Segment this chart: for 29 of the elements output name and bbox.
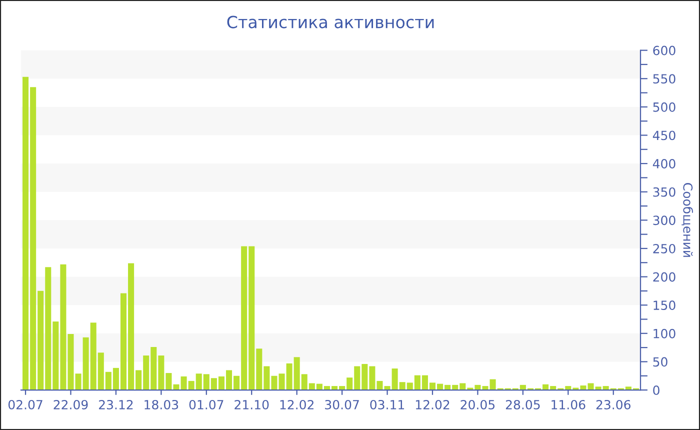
y-axis-title: Сообщений	[682, 183, 694, 257]
x-tick-label: 20.05	[460, 400, 495, 410]
x-tick-label: 21.10	[234, 400, 269, 410]
x-tick-label: 23.12	[98, 400, 133, 410]
x-tick-label: 01.07	[189, 400, 224, 410]
x-tick-label: 12.02	[280, 400, 314, 410]
y-tick-label: 200	[653, 272, 676, 282]
y-tick-label: 250	[653, 244, 676, 254]
x-tick-label: 30.07	[325, 400, 359, 410]
y-tick-label: 400	[652, 159, 676, 168]
x-tick-label: 18.03	[144, 400, 178, 410]
x-tick-label: 22.09	[54, 400, 88, 410]
y-tick-label: 550	[653, 74, 676, 84]
y-tick-label: 350	[653, 187, 676, 197]
y-tick-label: 150	[654, 300, 676, 310]
x-tick-label: 03.11	[370, 400, 404, 410]
y-tick-label: 450	[652, 130, 676, 140]
y-tick-label: 0	[653, 385, 660, 395]
y-tick-label: 300	[653, 216, 676, 226]
y-tick-label: 100	[654, 328, 676, 338]
y-tick-label: 600	[653, 46, 676, 56]
y-tick-label: 50	[653, 357, 668, 367]
x-tick-label: 23.06	[596, 400, 630, 410]
x-tick-label: 11.06	[552, 400, 586, 410]
x-tick-label: 12.02	[416, 400, 450, 410]
chart-title: Статистика активности	[227, 16, 434, 28]
y-tick-label: 500	[653, 102, 676, 112]
x-tick-label: 02.07	[8, 400, 42, 410]
x-tick-label: 28.05	[506, 400, 540, 410]
